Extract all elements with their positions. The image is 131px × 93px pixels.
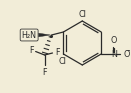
Text: O: O	[111, 36, 117, 45]
Text: Cl: Cl	[78, 9, 86, 19]
Polygon shape	[39, 33, 51, 37]
Text: Cl: Cl	[58, 57, 66, 66]
Text: F: F	[56, 48, 60, 57]
Text: O: O	[123, 49, 129, 58]
Text: F: F	[29, 45, 34, 54]
Text: -: -	[127, 46, 130, 56]
Text: F: F	[42, 68, 47, 77]
Text: N: N	[111, 49, 117, 58]
Text: H₂N: H₂N	[22, 31, 37, 40]
